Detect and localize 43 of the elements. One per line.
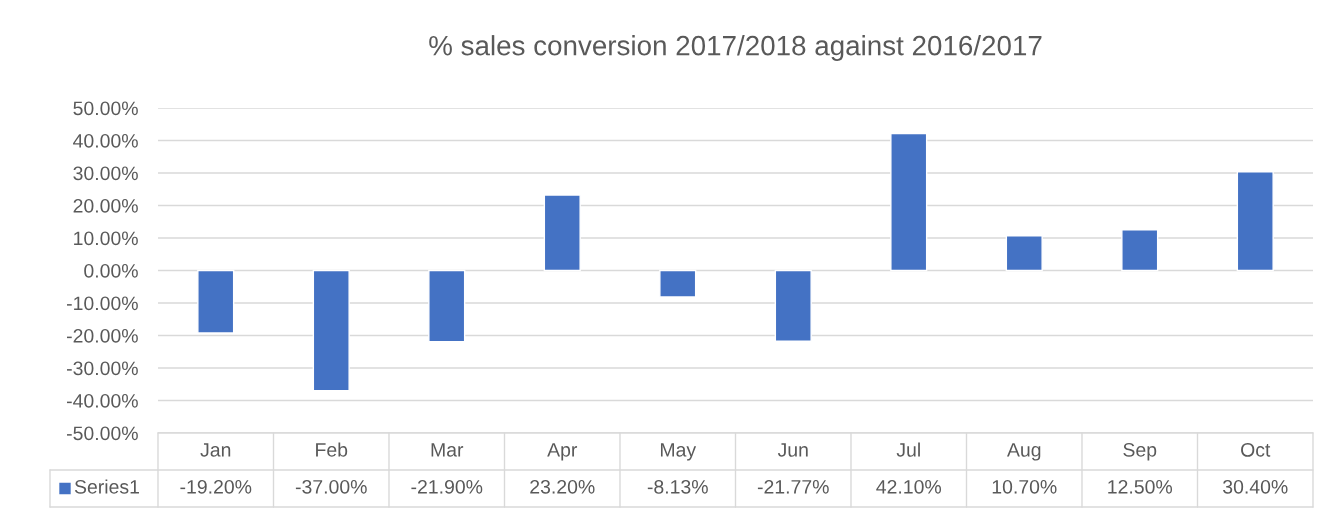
y-tick-label: -20.00% — [67, 328, 138, 343]
bar — [659, 269, 697, 298]
y-tick-label: 40.00% — [73, 133, 138, 148]
x-tick-label: Jun — [777, 443, 808, 457]
x-tick-label: Sep — [1123, 442, 1157, 461]
data-label: -21.77% — [757, 479, 829, 494]
bar — [1121, 229, 1159, 272]
x-tick-label: Mar — [431, 443, 464, 457]
x-tick-label: Aug — [1006, 443, 1041, 461]
y-tick-label: -30.00% — [67, 361, 138, 376]
bar — [774, 269, 812, 342]
y-tick-label: -10.00% — [67, 296, 138, 311]
y-tick-label: -40.00% — [67, 393, 138, 408]
y-tick-label: 10.00% — [74, 231, 138, 246]
bar — [1236, 171, 1274, 272]
bar — [890, 132, 928, 272]
legend-label: Series1 — [74, 479, 139, 494]
data-label: 42.10% — [876, 479, 942, 494]
data-label: -19.20% — [180, 479, 252, 494]
y-tick-label: 30.00% — [73, 166, 138, 181]
y-tick-label: -50.00% — [67, 426, 138, 441]
y-tick-label: 20.00% — [73, 198, 138, 213]
data-label: 12.50% — [1108, 479, 1173, 494]
bar — [543, 194, 581, 272]
x-tick-label: May — [660, 443, 697, 461]
data-label: 23.20% — [530, 479, 595, 494]
x-tick-label: Jul — [896, 442, 920, 457]
x-tick-label: Apr — [547, 443, 578, 461]
data-label: -37.00% — [295, 479, 367, 494]
y-tick-label: 50.00% — [73, 101, 138, 116]
bar — [312, 269, 350, 392]
x-tick-label: Feb — [316, 442, 348, 457]
data-label: -21.90% — [411, 479, 483, 494]
bar — [1005, 235, 1043, 272]
data-label: -8.13% — [647, 479, 708, 494]
bar — [197, 269, 235, 334]
y-tick-label: 0.00% — [84, 263, 138, 278]
data-label: 30.40% — [1223, 479, 1288, 494]
data-label: 10.70% — [992, 479, 1057, 494]
bar — [428, 269, 466, 343]
x-tick-label: Oct — [1241, 442, 1271, 457]
x-tick-label: Jan — [200, 443, 231, 457]
chart-title: % sales conversion 2017/2018 against 2016/2017 — [429, 35, 1042, 61]
